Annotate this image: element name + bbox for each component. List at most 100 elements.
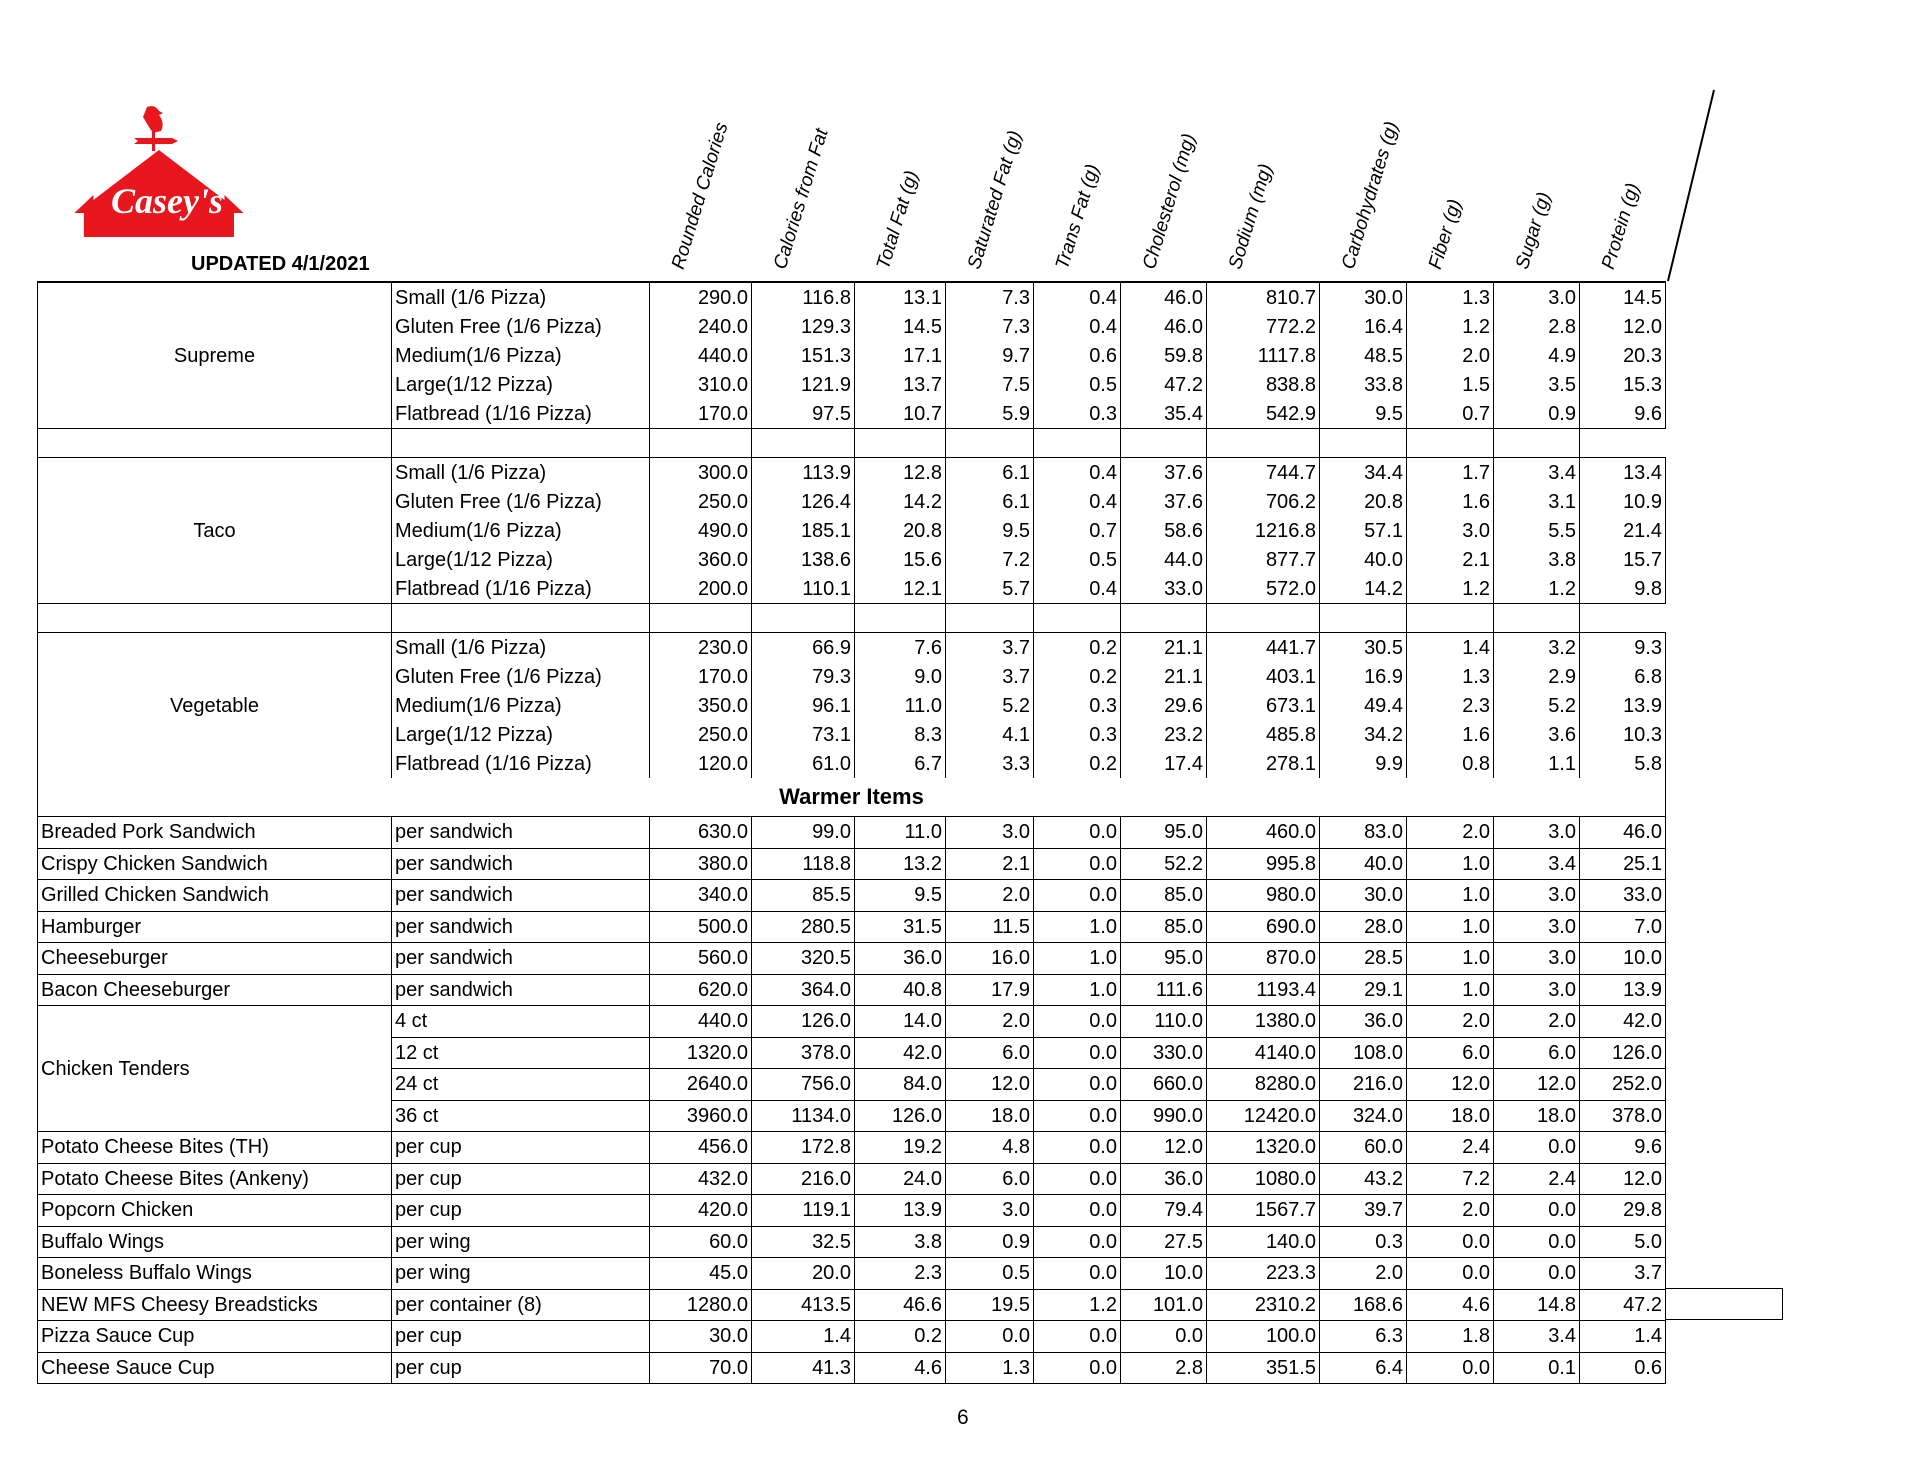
value-cell: 52.2 [1120,847,1207,880]
serving-size: per sandwich [391,879,650,912]
value-cell: 673.1 [1206,691,1320,720]
value-cell: 380.0 [649,847,752,880]
value-cell: 216.0 [1319,1068,1407,1101]
value-cell: 36.0 [854,942,946,975]
value-cell: 46.6 [854,1288,946,1321]
value-cell: 0.2 [1033,662,1121,691]
value-cell: 5.0 [1579,1225,1666,1258]
value-cell: 1.6 [1406,720,1494,749]
value-cell: 20.3 [1579,341,1666,370]
value-cell: 1.2 [1033,1288,1121,1321]
table-row: Pizza Sauce Cup per cup 30.0 1.4 0.2 0.0 0.0 0.… [37,1320,1666,1353]
value-cell: 351.5 [1206,1351,1320,1384]
value-cell: 560.0 [649,942,752,975]
serving-size: 24 ct [391,1068,650,1101]
value-cell: 441.7 [1206,632,1320,662]
spacer-cell [945,428,1034,458]
value-cell: 1193.4 [1206,973,1320,1006]
value-cell: 690.0 [1206,910,1320,943]
item-name: Breaded Pork Sandwich [37,816,392,849]
value-cell: 14.5 [1579,281,1666,312]
value-cell: 12.0 [1120,1131,1207,1164]
value-cell: 20.0 [751,1257,855,1290]
item-name: Potato Cheese Bites (Ankeny) [37,1162,392,1195]
value-cell: 13.7 [854,370,946,399]
value-cell: 3.5 [1493,370,1580,399]
value-cell: 4.1 [945,720,1034,749]
value-cell: 1.0 [1406,910,1494,943]
serving-size: Medium(1/6 Pizza) [391,691,650,720]
table-row: Gluten Free (1/6 Pizza) 250.0 126.4 14.2 6.1… [38,487,1666,516]
value-cell: 4140.0 [1206,1036,1320,1069]
value-cell: 0.0 [1493,1131,1580,1164]
value-cell: 364.0 [751,973,855,1006]
value-cell: 0.0 [1033,1068,1121,1101]
value-cell: 6.1 [945,457,1034,487]
value-cell: 30.0 [1319,281,1407,312]
value-cell: 13.9 [1579,691,1666,720]
table-row: Medium(1/6 Pizza) 490.0 185.1 20.8 9.5 0.7 58.… [38,516,1666,545]
page-number: 6 [957,1406,969,1429]
value-cell: 2.8 [1120,1351,1207,1384]
value-cell: 756.0 [751,1068,855,1101]
value-cell: 8280.0 [1206,1068,1320,1101]
spacer-cell [1120,428,1207,458]
value-cell: 7.2 [945,545,1034,574]
value-cell: 320.5 [751,942,855,975]
value-cell: 36.0 [1319,1005,1407,1038]
value-cell: 99.0 [751,816,855,849]
value-cell: 3.0 [1493,910,1580,943]
value-cell: 5.2 [1493,691,1580,720]
value-cell: 7.5 [945,370,1034,399]
value-cell: 30.5 [1319,632,1407,662]
value-cell: 252.0 [1579,1068,1666,1101]
value-cell: 1.6 [1406,487,1494,516]
spacer-cell [37,603,392,633]
value-cell: 744.7 [1206,457,1320,487]
value-cell: 85.0 [1120,910,1207,943]
value-cell: 3.0 [1493,281,1580,312]
value-cell: 6.0 [1493,1036,1580,1069]
serving-size: Large(1/12 Pizza) [391,720,650,749]
value-cell: 6.4 [1319,1351,1407,1384]
table-row: 24 ct 2640.0 756.0 84.0 12.0 0.0 660.0 8280.0 21… [38,1068,1666,1101]
value-cell: 6.3 [1319,1320,1407,1353]
value-cell: 980.0 [1206,879,1320,912]
table-row: Cheeseburger per sandwich 560.0 320.5 36.0 16… [37,942,1666,975]
value-cell: 995.8 [1206,847,1320,880]
value-cell: 126.0 [751,1005,855,1038]
value-cell: 33.0 [1120,574,1207,604]
value-cell: 2.0 [1406,1194,1494,1227]
value-cell: 120.0 [649,749,752,778]
value-cell: 17.9 [945,973,1034,1006]
value-cell: 0.0 [1033,1036,1121,1069]
value-cell: 113.9 [751,457,855,487]
value-cell: 18.0 [1493,1099,1580,1132]
value-cell: 1280.0 [649,1288,752,1321]
value-cell: 14.5 [854,312,946,341]
item-name: Grilled Chicken Sandwich [37,879,392,912]
value-cell: 1.0 [1406,973,1494,1006]
value-cell: 126.4 [751,487,855,516]
value-cell: 3.0 [1493,973,1580,1006]
value-cell: 5.8 [1579,749,1666,778]
spacer-cell [945,603,1034,633]
value-cell: 1.3 [1406,662,1494,691]
value-cell: 19.2 [854,1131,946,1164]
value-cell: 6.7 [854,749,946,778]
table-row: Large(1/12 Pizza) 250.0 73.1 8.3 4.1 0.3 23.2 4… [38,720,1666,749]
spacer-cell [751,428,855,458]
value-cell: 223.3 [1206,1257,1320,1290]
value-cell: 1.0 [1033,942,1121,975]
value-cell: 0.4 [1033,457,1121,487]
value-cell: 110.1 [751,574,855,604]
value-cell: 60.0 [1319,1131,1407,1164]
value-cell: 0.0 [1033,1099,1121,1132]
value-cell: 12.8 [854,457,946,487]
value-cell: 12.1 [854,574,946,604]
spacer-cell [1033,428,1121,458]
spacer-cell [1120,603,1207,633]
value-cell: 48.5 [1319,341,1407,370]
logo-text: Casey's [111,181,223,221]
value-cell: 250.0 [649,487,752,516]
